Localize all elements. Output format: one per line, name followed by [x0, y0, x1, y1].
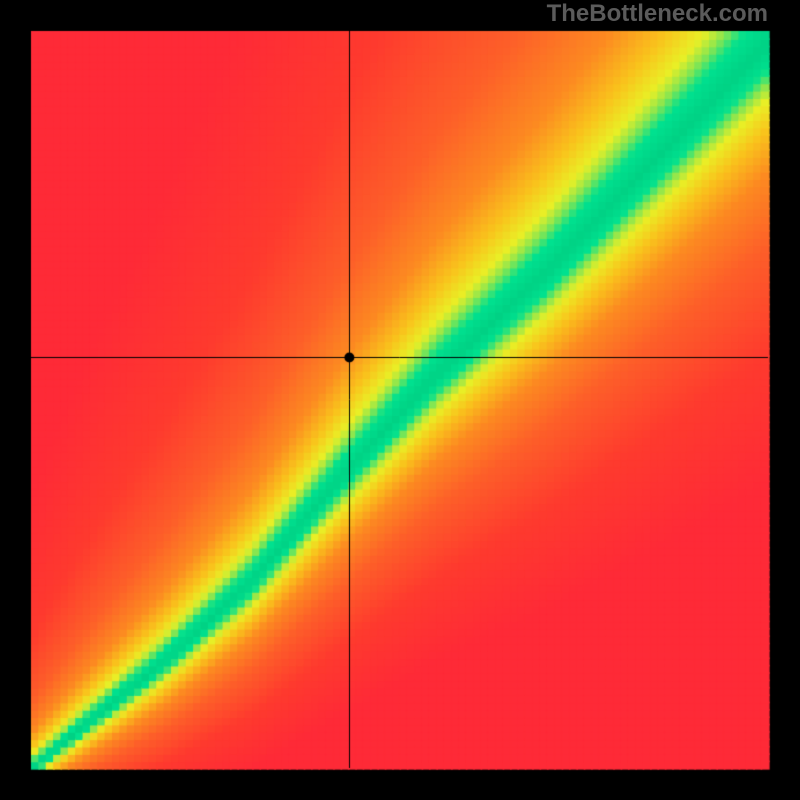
chart-container: TheBottleneck.com — [0, 0, 800, 800]
watermark-text: TheBottleneck.com — [547, 0, 768, 28]
bottleneck-heatmap-canvas — [0, 0, 800, 800]
